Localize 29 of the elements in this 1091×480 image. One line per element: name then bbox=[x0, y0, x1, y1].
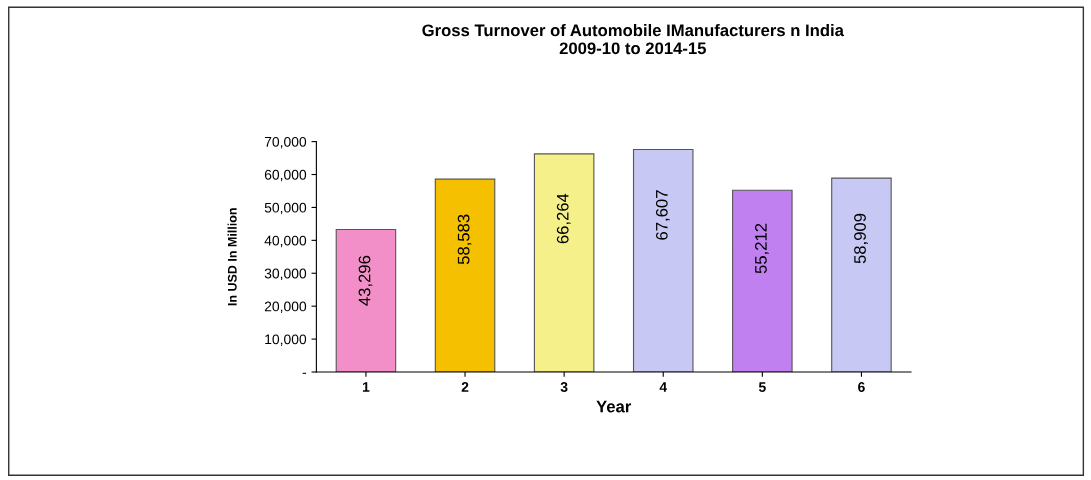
data-label: 58,583 bbox=[457, 214, 472, 265]
y-tick-label: 30,000 bbox=[264, 268, 307, 281]
y-tick-label: 50,000 bbox=[264, 202, 307, 215]
bar bbox=[632, 148, 694, 372]
x-tick-label: 2 bbox=[461, 382, 469, 392]
y-axis-title: In USD In Million bbox=[227, 208, 237, 306]
data-label: 55,212 bbox=[755, 223, 769, 274]
y-tick-label: - bbox=[302, 372, 307, 374]
x-tick-label: 1 bbox=[362, 382, 370, 392]
data-label: 66,264 bbox=[556, 193, 571, 244]
x-axis-title: Year bbox=[596, 400, 632, 413]
bar bbox=[335, 228, 397, 372]
bar bbox=[434, 178, 496, 372]
bar bbox=[533, 153, 595, 372]
data-label: 58,909 bbox=[854, 213, 868, 264]
x-tick-label: 4 bbox=[659, 382, 668, 392]
x-tick-label: 5 bbox=[758, 382, 766, 392]
y-tick-label: 20,000 bbox=[264, 301, 307, 313]
chart-title: Gross Turnover of Automobile IManufacturers n India 2009-10 to 2014-15 bbox=[422, 24, 845, 55]
y-tick-label: 10,000 bbox=[265, 334, 307, 346]
x-tick-label: 3 bbox=[560, 382, 568, 392]
data-label: 67,607 bbox=[655, 190, 670, 240]
bar bbox=[732, 189, 793, 372]
bar bbox=[831, 177, 892, 372]
y-tick-label: 40,000 bbox=[264, 235, 307, 248]
y-tick-label: 60,000 bbox=[264, 169, 307, 182]
x-tick-label: 6 bbox=[858, 382, 865, 392]
y-tick-label: 70,000 bbox=[264, 136, 307, 149]
data-label: 43,296 bbox=[358, 255, 373, 306]
